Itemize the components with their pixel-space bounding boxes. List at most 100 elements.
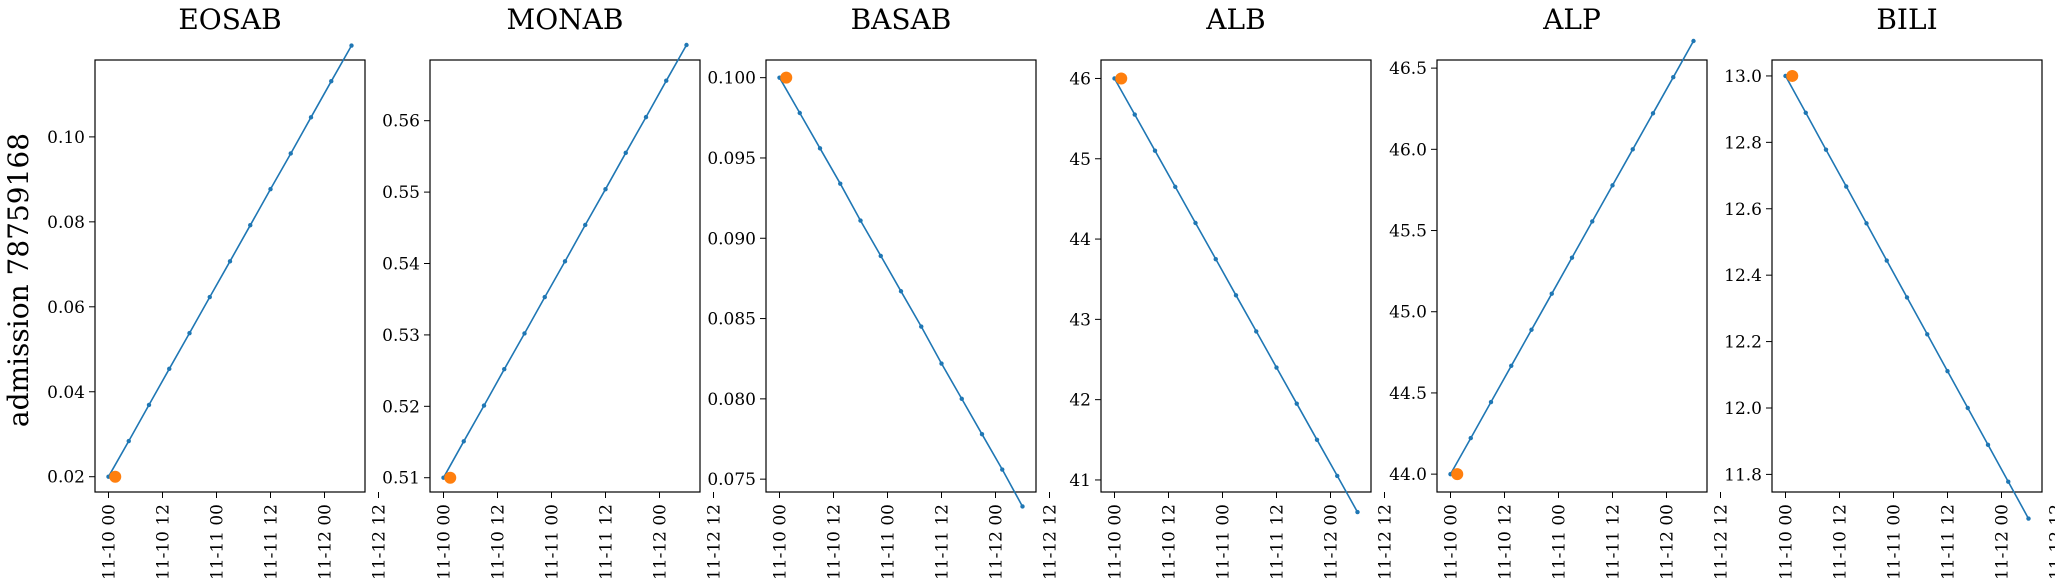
x-tick-label: 11-12 12 bbox=[1376, 504, 1396, 580]
data-point bbox=[979, 431, 985, 437]
highlight-point bbox=[109, 470, 122, 483]
y-tick-label: 0.55 bbox=[382, 183, 420, 203]
data-point bbox=[308, 115, 314, 120]
x-tick-label: 11-12 00 bbox=[987, 504, 1007, 580]
x-tick-label: 11-11 00 bbox=[1885, 504, 1905, 580]
data-point bbox=[1314, 437, 1320, 443]
y-tick-label: 46.0 bbox=[1389, 140, 1427, 160]
data-point bbox=[2006, 479, 2011, 484]
x-tick-label: 11-11 12 bbox=[597, 504, 617, 580]
data-point bbox=[167, 366, 172, 372]
y-tick-label: 12.0 bbox=[1724, 399, 1762, 419]
data-point bbox=[878, 253, 883, 259]
x-tick-label: 11-10 00 bbox=[1777, 504, 1797, 580]
data-point bbox=[1985, 442, 1991, 448]
x-tick-label: 11-11 00 bbox=[1214, 504, 1234, 580]
y-tick-label: 42 bbox=[1069, 391, 1091, 411]
x-tick-label: 11-11 12 bbox=[262, 504, 282, 580]
data-point bbox=[1020, 504, 1025, 509]
data-point bbox=[1509, 363, 1514, 369]
data-point bbox=[1945, 368, 1950, 374]
data-point bbox=[187, 330, 192, 336]
y-tick-label: 0.075 bbox=[707, 470, 756, 490]
y-tick-label: 13.0 bbox=[1724, 67, 1762, 87]
highlight-point bbox=[1115, 72, 1128, 85]
data-point bbox=[643, 114, 649, 120]
y-tick-label: 12.6 bbox=[1724, 200, 1762, 220]
x-tick-label: 11-11 00 bbox=[543, 504, 563, 580]
y-tick-label: 0.51 bbox=[382, 469, 420, 489]
y-tick-label: 11.8 bbox=[1724, 465, 1762, 485]
data-point bbox=[1569, 255, 1575, 260]
subplot-title: ALB bbox=[1205, 3, 1265, 36]
y-tick-label: 0.52 bbox=[382, 397, 420, 417]
x-tick-label: 11-12 12 bbox=[1041, 504, 1061, 580]
data-point bbox=[858, 218, 863, 223]
y-tick-label: 45 bbox=[1069, 150, 1091, 170]
subplot-title: BASAB bbox=[851, 3, 952, 36]
data-point bbox=[542, 294, 547, 300]
subplot-grid: EOSAB 0.02 0.04 0.06 0.08 0.10 11-10 00 11-10 1… bbox=[47, 3, 2055, 580]
y-tick-label: 0.085 bbox=[707, 310, 756, 330]
data-point bbox=[898, 289, 904, 294]
x-tick-label: 11-12 12 bbox=[1712, 504, 1732, 580]
data-point bbox=[1823, 147, 1829, 152]
data-point bbox=[329, 79, 334, 84]
y-tick-label: 0.095 bbox=[707, 149, 756, 169]
data-point bbox=[522, 331, 527, 336]
data-point bbox=[1650, 111, 1656, 116]
data-point bbox=[1904, 295, 1910, 300]
data-point bbox=[288, 151, 293, 156]
y-tick-label: 12.4 bbox=[1724, 266, 1762, 286]
y-tick-label: 0.04 bbox=[47, 383, 85, 403]
y-tick-label: 0.06 bbox=[47, 298, 85, 318]
data-point bbox=[1173, 184, 1178, 190]
y-tick-label: 0.54 bbox=[382, 255, 420, 275]
y-tick-label: 43 bbox=[1069, 310, 1091, 330]
row-label: admission 78759168 bbox=[2, 133, 35, 427]
data-point bbox=[481, 403, 487, 408]
axes-frame bbox=[765, 59, 1037, 493]
x-tick-label: 11-10 12 bbox=[1831, 504, 1851, 580]
y-tick-label: 45.5 bbox=[1389, 222, 1427, 242]
data-point bbox=[349, 43, 354, 48]
x-tick-label: 11-12 12 bbox=[705, 504, 725, 580]
x-tick-label: 11-11 12 bbox=[1604, 504, 1624, 580]
y-tick-label: 41 bbox=[1069, 471, 1091, 491]
y-tick-label: 44 bbox=[1069, 230, 1091, 250]
subplot-title: EOSAB bbox=[178, 3, 281, 36]
data-point bbox=[664, 78, 669, 83]
data-point bbox=[603, 187, 608, 192]
axes-frame bbox=[1771, 59, 2043, 493]
data-point bbox=[959, 396, 964, 402]
x-tick-label: 11-10 00 bbox=[100, 504, 120, 580]
data-point bbox=[939, 361, 944, 366]
x-tick-label: 11-10 12 bbox=[825, 504, 845, 580]
data-point bbox=[1193, 220, 1198, 226]
y-tick-label: 12.2 bbox=[1724, 333, 1762, 353]
y-tick-label: 0.080 bbox=[707, 390, 756, 410]
subplot-alb: ALB 41 42 43 44 45 46 11-10 00 11-10 12 11-11 00 1… bbox=[1069, 3, 1395, 580]
subplot-title: MONAB bbox=[507, 3, 624, 36]
highlight-point bbox=[1786, 69, 1799, 82]
axes-frame bbox=[1100, 59, 1372, 493]
x-tick-label: 11-10 00 bbox=[1106, 504, 1126, 580]
subplot-bili: BILI 11.8 12.0 12.2 12.4 12.6 12.8 13.0 11-10 00… bbox=[1724, 3, 2055, 580]
data-point bbox=[1691, 38, 1696, 44]
data-point bbox=[838, 181, 843, 186]
y-tick-label: 44.5 bbox=[1389, 384, 1427, 404]
data-point bbox=[1213, 256, 1218, 262]
highlight-point bbox=[780, 71, 793, 84]
data-point bbox=[1152, 148, 1158, 153]
data-point bbox=[248, 223, 253, 228]
data-point bbox=[1488, 399, 1494, 405]
data-point bbox=[1355, 509, 1360, 515]
y-tick-label: 0.02 bbox=[47, 468, 85, 488]
data-point bbox=[919, 324, 924, 329]
data-point bbox=[1274, 365, 1279, 370]
data-point bbox=[583, 222, 588, 228]
x-tick-label: 11-10 12 bbox=[489, 504, 509, 580]
y-tick-label: 45.0 bbox=[1389, 303, 1427, 323]
data-point bbox=[1610, 183, 1615, 188]
data-point bbox=[1671, 75, 1676, 80]
